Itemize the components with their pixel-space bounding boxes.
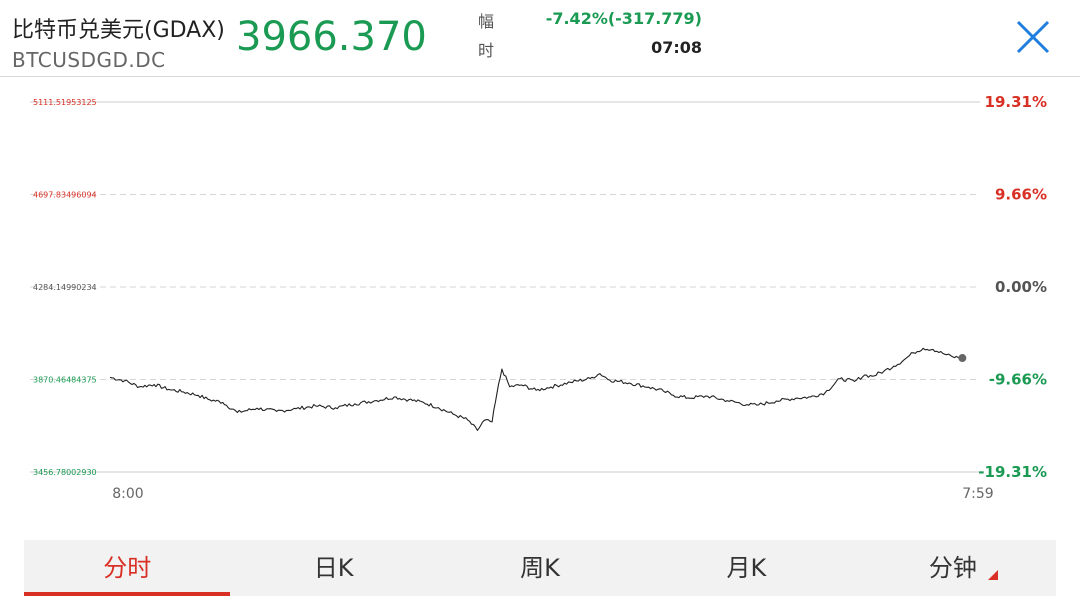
- tab-daily-k[interactable]: 日K: [313, 554, 354, 582]
- chart-canvas: 5111.51953125 19.31% 4697.83496094 9.66% 428…: [30, 93, 1047, 502]
- current-price: 3966.370: [236, 14, 427, 60]
- change-label: 幅: [478, 12, 495, 31]
- tab-minute[interactable]: 分钟: [850, 540, 1056, 596]
- close-button[interactable]: [1014, 18, 1052, 56]
- tab-monthly-k[interactable]: 月K: [726, 554, 767, 582]
- percent-axis-label: -9.66%: [989, 371, 1047, 389]
- intraday-chart: 5111.51953125 19.31% 4697.83496094 9.66% 428…: [0, 78, 1080, 518]
- tab-weekly-k[interactable]: 周K: [520, 554, 560, 582]
- price-axis-label: 3870.46484375: [33, 376, 97, 385]
- time-label: 时: [478, 41, 495, 60]
- percent-axis-label: 9.66%: [995, 186, 1047, 204]
- price-line: [109, 347, 963, 431]
- price-axis-label: 5111.51953125: [33, 98, 97, 107]
- quote-header: 比特币兑美元(GDAX) BTCUSDGD.DC 3966.370 幅 时 -7…: [0, 0, 1080, 77]
- last-price-dot: [958, 354, 967, 363]
- tab-intraday[interactable]: 分时: [24, 540, 231, 596]
- percent-axis-label: 19.31%: [985, 93, 1047, 111]
- price-change: -7.42%(-317.779): [545, 9, 702, 28]
- time-axis-start-label: 8:00: [112, 486, 143, 502]
- period-tabs: 分时 日K 周K 月K 分钟: [24, 540, 1056, 596]
- close-icon: [1016, 20, 1050, 54]
- percent-axis-label: -19.31%: [978, 463, 1047, 481]
- quote-time: 07:08: [651, 38, 702, 57]
- price-axis-label: 4284.14990234: [33, 283, 97, 292]
- price-axis-label: 3456.78002930: [33, 468, 97, 477]
- price-axis-label: 4697.83496094: [33, 191, 97, 200]
- percent-axis-label: 0.00%: [995, 278, 1047, 296]
- instrument-name: 比特币兑美元(GDAX): [12, 18, 225, 43]
- tab-minute-label: 分钟: [928, 554, 977, 582]
- instrument-code: BTCUSDGD.DC: [12, 48, 166, 72]
- dropdown-triangle-icon: [988, 570, 999, 580]
- time-axis-end-label: 7:59: [962, 486, 993, 502]
